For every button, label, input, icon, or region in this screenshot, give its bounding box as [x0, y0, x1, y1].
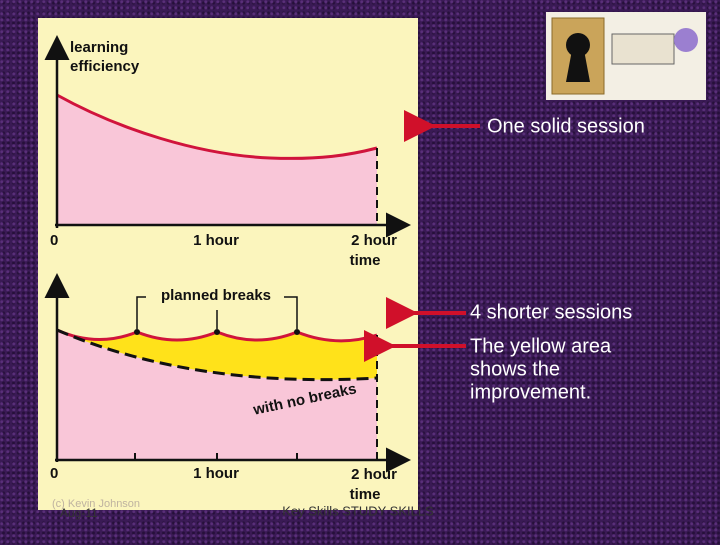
- skills-badge: [611, 33, 675, 65]
- footer-copyright: (c) Kevin Johnson: [52, 498, 140, 510]
- caption: The yellow area: [470, 335, 612, 357]
- y-label: efficiency: [70, 58, 140, 75]
- footer-title: Key Skills STUDY SKILLS: [282, 503, 434, 518]
- x-label: 0: [50, 465, 58, 482]
- caption: 4 shorter sessions: [470, 301, 632, 323]
- break-brackets: [136, 296, 298, 329]
- no-breaks-curve: [56, 328, 378, 382]
- plus-badge: [674, 28, 698, 52]
- caption: One solid session: [487, 115, 645, 137]
- breaks-label: planned breaks: [161, 287, 271, 304]
- efficiency-area: [57, 95, 377, 225]
- x-label: 1 hour: [193, 232, 239, 249]
- x-label: 0: [50, 232, 58, 249]
- x-label: 1 hour: [193, 465, 239, 482]
- y-label: learning: [70, 39, 128, 56]
- x-label: 2 hour: [351, 466, 397, 483]
- x-label: 2 hour: [351, 232, 397, 249]
- x-axis-label: time: [350, 252, 381, 269]
- improvement-area: [57, 330, 377, 380]
- caption: improvement.: [470, 381, 591, 403]
- x-axis-label: time: [350, 486, 381, 503]
- caption: shows the: [470, 358, 560, 380]
- keyhole: [566, 50, 590, 82]
- efficiency-curve: [56, 93, 378, 160]
- break-points: [134, 329, 300, 335]
- no-break-area: [57, 330, 377, 460]
- footer-date: Aug-11: [60, 506, 98, 520]
